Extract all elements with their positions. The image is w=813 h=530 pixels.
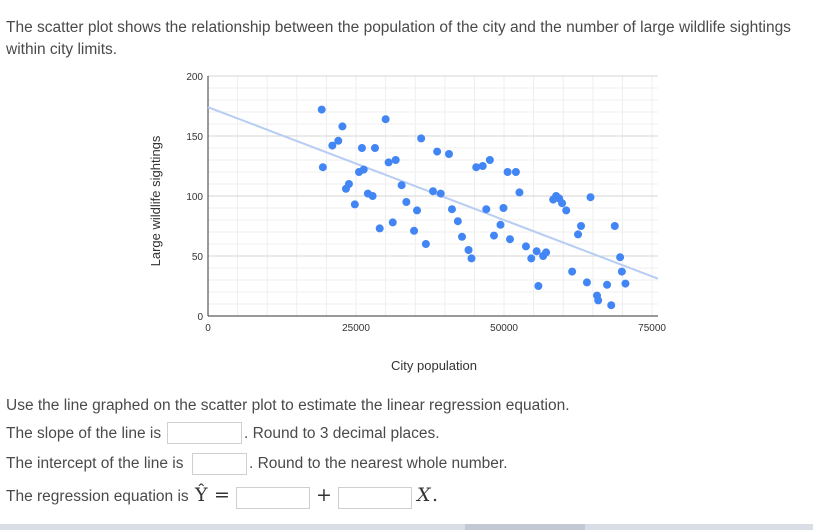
x-tick-label: 75000 (638, 323, 666, 334)
data-point (359, 165, 368, 174)
data-point (421, 240, 430, 248)
data-point (562, 206, 571, 215)
y-tick-label: 0 (197, 312, 203, 323)
data-point (503, 168, 512, 176)
data-point (558, 199, 567, 208)
equation-label: The regression equation is (6, 488, 189, 505)
data-point (603, 280, 612, 289)
data-point (621, 279, 630, 288)
data-point (568, 267, 577, 276)
data-point (594, 296, 603, 305)
data-point (338, 122, 347, 131)
equation-period: . (432, 484, 439, 506)
data-point (478, 162, 487, 170)
x-tick-label: 25000 (342, 323, 370, 334)
tick-labels: 0 50 100 150 200 0 25000 50000 75000 (186, 72, 666, 334)
data-point (617, 267, 626, 276)
intercept-label: The intercept of the line is (6, 455, 184, 472)
data-point (318, 163, 327, 172)
data-point (586, 193, 595, 202)
data-point (610, 222, 619, 230)
scatter-chart: 0 50 100 150 200 0 25000 50000 75000 City popula… (148, 72, 666, 373)
data-point (515, 188, 524, 197)
data-point (368, 192, 377, 200)
bottom-tab-highlight (465, 524, 585, 530)
chart-grid (208, 75, 658, 316)
data-point (542, 248, 551, 257)
data-point (482, 205, 491, 214)
plus-sign: + (316, 484, 332, 506)
data-point (357, 144, 366, 152)
data-point (397, 181, 406, 190)
data-point (429, 187, 437, 196)
data-point (388, 218, 397, 227)
question-prompt: The scatter plot shows the relationship … (6, 19, 791, 58)
data-point (370, 144, 379, 152)
data-point (384, 158, 393, 167)
data-point (317, 105, 326, 114)
data-point (607, 301, 616, 310)
data-point (458, 232, 467, 241)
y-tick-label: 100 (186, 192, 203, 203)
y-tick-label: 50 (192, 252, 204, 263)
y-axis-label: Large wildlife sightings (148, 135, 163, 266)
y-hat-symbol: Ŷ (195, 484, 208, 506)
data-point (328, 141, 337, 150)
data-point (391, 156, 400, 164)
data-point (447, 205, 456, 214)
data-point (334, 136, 343, 145)
data-point (375, 224, 384, 233)
data-point (413, 206, 422, 215)
data-point (467, 254, 476, 263)
data-point (489, 231, 498, 240)
data-point (381, 115, 390, 124)
slope-input[interactable] (167, 422, 242, 444)
x-tick-label: 50000 (490, 323, 518, 334)
data-point (616, 253, 625, 262)
intercept-round-hint: . Round to the nearest whole number. (249, 455, 508, 472)
data-point (464, 246, 473, 254)
data-point (532, 247, 541, 256)
data-point (444, 150, 453, 158)
data-point (534, 282, 543, 290)
data-point (582, 278, 591, 287)
data-point (521, 242, 530, 251)
data-point (496, 220, 505, 229)
data-point (527, 254, 536, 263)
x-tick-label: 0 (205, 323, 211, 334)
chart-axes (207, 76, 658, 317)
intercept-input[interactable] (192, 453, 247, 475)
equation-slope-input[interactable] (338, 487, 412, 509)
data-point (417, 134, 426, 143)
data-point (499, 204, 508, 212)
x-axis-label: City population (391, 358, 477, 373)
data-point (453, 217, 462, 226)
data-point (485, 156, 494, 164)
data-point (577, 222, 586, 230)
slope-round-hint: . Round to 3 decimal places. (244, 425, 440, 442)
equation-intercept-input[interactable] (236, 487, 310, 509)
data-point (436, 189, 445, 198)
data-point (402, 198, 411, 206)
data-point (433, 147, 442, 156)
instructions-text: Use the line graphed on the scatter plot… (6, 397, 570, 414)
data-point (472, 163, 481, 172)
y-tick-label: 200 (186, 72, 203, 83)
equals-sign: = (214, 484, 230, 506)
x-variable: X (417, 484, 431, 506)
y-tick-label: 150 (186, 132, 203, 143)
data-point (350, 200, 359, 209)
data-point (511, 168, 520, 176)
data-points (317, 105, 630, 310)
bottom-toolbar-edge (0, 524, 813, 530)
data-point (410, 226, 419, 235)
data-point (344, 180, 353, 188)
slope-label: The slope of the line is (6, 425, 162, 442)
data-point (505, 235, 514, 244)
data-point (574, 230, 583, 239)
